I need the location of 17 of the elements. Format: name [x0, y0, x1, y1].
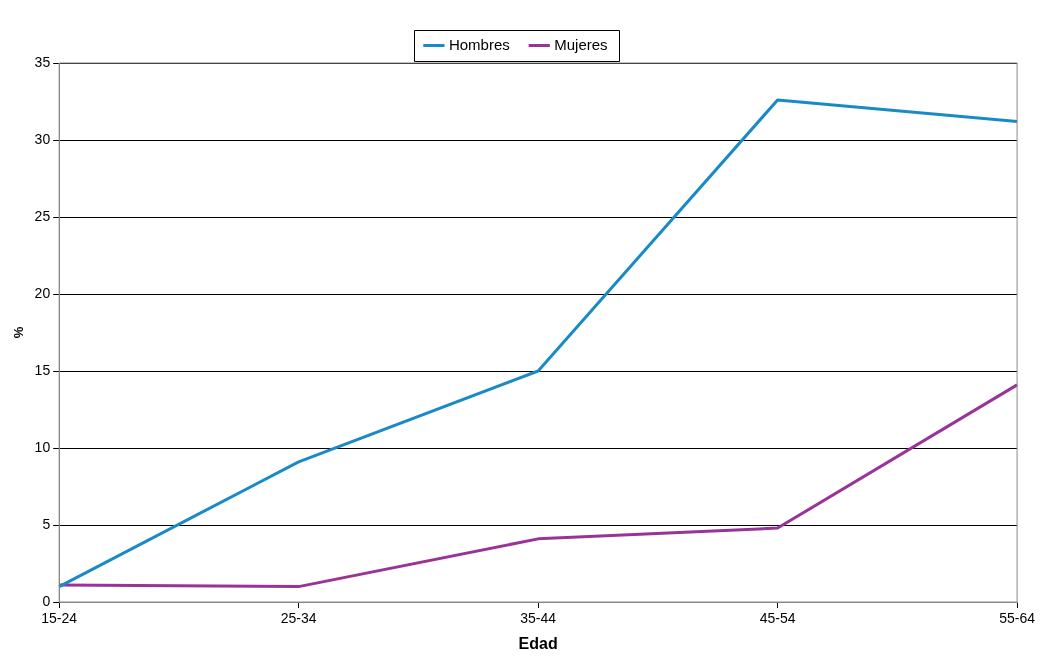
y-tick-label: 20	[34, 284, 51, 301]
y-tick-label: 15	[34, 361, 51, 378]
x-tick-label: 45-54	[759, 610, 796, 627]
y-tick-label: 10	[34, 438, 51, 455]
legend-label: Mujeres	[554, 35, 608, 53]
y-tick-label: 0	[42, 592, 51, 609]
x-tick-label: 25-34	[280, 610, 317, 627]
x-tick-label: 35-44	[520, 610, 557, 627]
x-tick-label: 15-24	[41, 610, 78, 627]
y-tick-label: 25	[34, 207, 51, 224]
x-axis-title: Edad	[518, 634, 558, 652]
y-tick-label: 30	[34, 130, 51, 147]
y-axis-title: %	[11, 326, 27, 339]
legend-label: Hombres	[448, 35, 510, 53]
y-tick-label: 5	[42, 515, 51, 532]
y-tick-label: 35	[34, 53, 51, 70]
x-tick-label: 55-64	[999, 610, 1036, 627]
